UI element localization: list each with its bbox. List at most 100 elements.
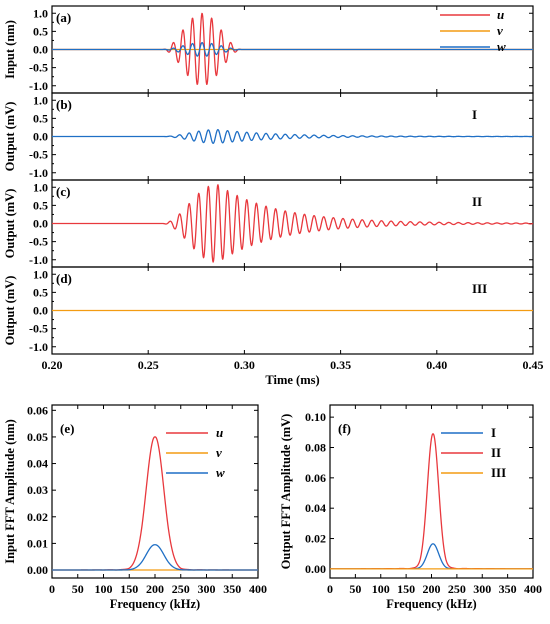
y-tick-label: -0.5 <box>29 148 48 162</box>
y-tick-label: 1.0 <box>33 6 48 20</box>
y-tick-label: 0.06 <box>27 403 48 417</box>
panel-annotation: III <box>472 281 487 296</box>
series-line-w <box>51 42 534 57</box>
y-tick-label: 0.02 <box>305 532 326 546</box>
y-tick-label: 0.04 <box>27 457 48 471</box>
legend-label: u <box>497 7 504 22</box>
y-tick-label: 0.5 <box>33 24 48 38</box>
x-tick-label: 0.35 <box>330 358 351 372</box>
y-tick-label: 1.0 <box>33 93 48 107</box>
x-tick-label: 0.40 <box>426 358 447 372</box>
y-tick-label: -0.5 <box>29 61 48 75</box>
y-tick-label: 0.00 <box>305 562 326 576</box>
series-line-red <box>51 184 534 263</box>
x-tick-label: 350 <box>499 582 517 596</box>
legend-label: II <box>491 445 501 460</box>
time-panel-4: 1.0 0.5 0.0 -0.5 -1.0 0.20 0.25 0.30 0.35 0.40 0.4… <box>3 266 544 387</box>
panel-label: (e) <box>60 421 74 436</box>
panel-label: (d) <box>56 271 72 286</box>
y-axis-label: Output (mV) <box>3 276 17 346</box>
y-tick-label: 0.05 <box>27 430 48 444</box>
x-tick-label: 400 <box>524 582 542 596</box>
x-axis-label: Time (ms) <box>265 373 319 387</box>
y-tick-label: 0.03 <box>27 483 48 497</box>
y-tick-label: -0.5 <box>29 235 48 249</box>
y-tick-label: 1.0 <box>33 267 48 281</box>
y-tick-label: 0.00 <box>27 563 48 577</box>
panel-annotation: I <box>472 107 477 122</box>
x-tick-label: 200 <box>423 582 441 596</box>
time-panel-2: 1.0 0.5 0.0 -0.5 -1.0 Output (mV) (b) I <box>3 92 534 181</box>
y-tick-label: 0.02 <box>27 510 48 524</box>
x-tick-label: 300 <box>473 582 491 596</box>
y-axis-label: Input (nm) <box>3 20 17 79</box>
x-tick-label: 0.30 <box>234 358 255 372</box>
x-tick-label: 400 <box>249 582 267 596</box>
y-tick-label: 0.0 <box>33 304 48 318</box>
panel-label: (f) <box>338 421 351 436</box>
fft-panel-1: 0.06 0.05 0.04 0.03 0.02 0.01 0.000 50 100 150 200… <box>3 403 267 611</box>
panel-label: (b) <box>56 97 72 112</box>
y-tick-label: 0.5 <box>33 111 48 125</box>
plot-frame <box>51 404 259 579</box>
y-tick-label: -1.0 <box>29 79 48 93</box>
panel-annotation: II <box>472 194 482 209</box>
y-tick-label: 0.01 <box>27 536 48 550</box>
y-tick-label: 0.5 <box>33 285 48 299</box>
x-tick-label: 50 <box>72 582 84 596</box>
x-tick-label: 0.20 <box>42 358 63 372</box>
x-tick-label: 350 <box>223 582 241 596</box>
x-tick-label: 100 <box>95 582 113 596</box>
legend-label: v <box>216 445 222 460</box>
series-line-w <box>51 544 259 571</box>
y-tick-label: 0.0 <box>33 130 48 144</box>
legend-label: I <box>491 425 496 440</box>
y-axis-label: Input FFT Amplitude (nm) <box>3 419 17 564</box>
y-tick-label: 1.0 <box>33 180 48 194</box>
legend-label: w <box>216 465 225 480</box>
x-tick-label: 300 <box>198 582 216 596</box>
x-tick-label: 100 <box>372 582 390 596</box>
y-axis-label: Output FFT Amplitude (mV) <box>279 414 293 570</box>
x-axis-label: Frequency (kHz) <box>386 597 476 611</box>
legend-label: III <box>491 465 506 480</box>
y-tick-label: 0.10 <box>305 410 326 424</box>
series-line-II <box>329 433 534 570</box>
x-tick-label: 0 <box>49 582 55 596</box>
legend-label: v <box>497 23 503 38</box>
panel-label: (c) <box>56 184 70 199</box>
x-tick-label: 200 <box>146 582 164 596</box>
time-panel-1: 1.0 0.5 0.0 -0.5 -1.0 Input (nm) (a) uvw <box>3 5 534 94</box>
y-tick-label: -1.0 <box>29 340 48 354</box>
x-tick-label: 50 <box>349 582 361 596</box>
y-tick-label: 0.0 <box>33 217 48 231</box>
y-tick-label: 0.0 <box>33 43 48 57</box>
x-tick-label: 150 <box>397 582 415 596</box>
x-axis-label: Frequency (kHz) <box>110 597 200 611</box>
y-tick-label: 0.08 <box>305 440 326 454</box>
legend-label: w <box>497 39 506 54</box>
y-tick-label: 0.04 <box>305 501 326 515</box>
x-tick-label: 0 <box>327 582 333 596</box>
series-line-I <box>329 543 534 570</box>
panel-label: (a) <box>56 10 71 25</box>
y-axis-label: Output (mV) <box>3 102 17 172</box>
fft-panel-2: 0.10 0.08 0.06 0.04 0.02 0.000 50 100 150 200 250 3… <box>279 404 542 611</box>
x-tick-label: 150 <box>120 582 138 596</box>
legend-label: u <box>216 425 223 440</box>
x-tick-label: 0.25 <box>138 358 159 372</box>
time-panel-3: 1.0 0.5 0.0 -0.5 -1.0 Output (mV) (c) II <box>3 179 534 268</box>
y-tick-label: 0.06 <box>305 471 326 485</box>
y-tick-label: -1.0 <box>29 253 48 267</box>
plot-frame <box>329 404 534 579</box>
y-tick-label: 0.5 <box>33 198 48 212</box>
x-tick-label: 250 <box>172 582 190 596</box>
y-axis-label: Output (mV) <box>3 189 17 259</box>
series-line-blue <box>51 128 534 145</box>
x-tick-label: 0.45 <box>523 358 544 372</box>
y-tick-label: -0.5 <box>29 322 48 336</box>
series-line-u <box>51 436 259 571</box>
x-tick-label: 250 <box>448 582 466 596</box>
y-tick-label: -1.0 <box>29 166 48 180</box>
